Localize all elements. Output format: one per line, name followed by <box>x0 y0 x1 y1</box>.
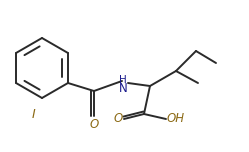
Text: H: H <box>119 75 127 85</box>
Text: O: O <box>113 112 123 126</box>
Text: N: N <box>119 81 127 95</box>
Text: O: O <box>89 119 99 131</box>
Text: OH: OH <box>167 112 185 126</box>
Text: I: I <box>32 107 36 121</box>
